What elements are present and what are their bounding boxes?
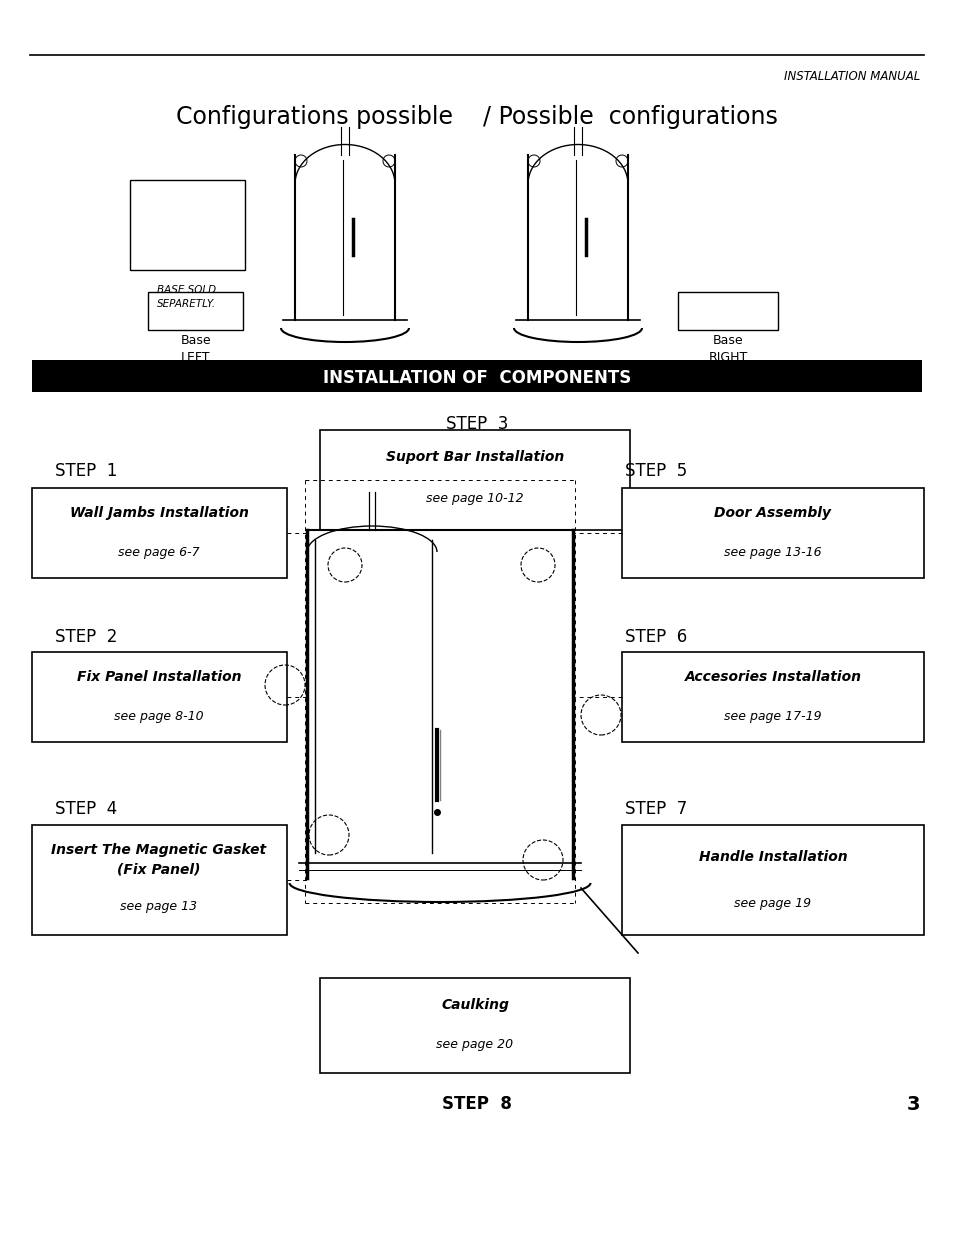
- Text: STEP  8: STEP 8: [441, 1095, 512, 1113]
- Text: STEP  1: STEP 1: [55, 462, 117, 480]
- FancyBboxPatch shape: [32, 652, 287, 742]
- Text: Door Assembly: Door Assembly: [714, 506, 831, 520]
- Text: STEP  4: STEP 4: [55, 800, 117, 818]
- FancyBboxPatch shape: [678, 291, 778, 330]
- Text: STEP  5: STEP 5: [624, 462, 686, 480]
- Text: see page 20: see page 20: [436, 1037, 513, 1051]
- FancyBboxPatch shape: [32, 488, 287, 578]
- FancyBboxPatch shape: [621, 652, 923, 742]
- FancyBboxPatch shape: [621, 488, 923, 578]
- Text: see page 13-16: see page 13-16: [723, 546, 821, 559]
- Text: Fix Panel Installation: Fix Panel Installation: [76, 671, 241, 684]
- FancyBboxPatch shape: [32, 825, 287, 935]
- Text: STEP  7: STEP 7: [624, 800, 686, 818]
- Text: Insert The Magnetic Gasket
(Fix Panel): Insert The Magnetic Gasket (Fix Panel): [51, 844, 266, 877]
- Text: Wall Jambs Installation: Wall Jambs Installation: [70, 506, 248, 520]
- FancyBboxPatch shape: [32, 359, 921, 391]
- FancyBboxPatch shape: [130, 180, 245, 270]
- Text: Configurations possible    / Possible  configurations: Configurations possible / Possible confi…: [176, 105, 777, 128]
- Text: STEP  3: STEP 3: [445, 415, 508, 433]
- Text: see page 13: see page 13: [120, 900, 197, 913]
- FancyBboxPatch shape: [148, 291, 243, 330]
- Text: Caulking: Caulking: [440, 998, 508, 1011]
- Text: Suport Bar Installation: Suport Bar Installation: [385, 450, 563, 464]
- FancyBboxPatch shape: [319, 978, 629, 1073]
- Text: see page 8-10: see page 8-10: [114, 710, 204, 722]
- Text: Base
LEFT: Base LEFT: [180, 333, 212, 364]
- FancyBboxPatch shape: [621, 825, 923, 935]
- Text: STEP  2: STEP 2: [55, 629, 117, 646]
- Text: see page 6-7: see page 6-7: [118, 546, 199, 559]
- Text: 3: 3: [905, 1095, 919, 1114]
- Text: BASE SOLD
SEPARETLY.: BASE SOLD SEPARETLY.: [157, 285, 216, 309]
- Text: INSTALLATION OF  COMPONENTS: INSTALLATION OF COMPONENTS: [322, 369, 631, 387]
- FancyBboxPatch shape: [319, 430, 629, 530]
- Text: see page 10-12: see page 10-12: [426, 492, 523, 505]
- Text: Accesories Installation: Accesories Installation: [684, 671, 861, 684]
- Text: Base
RIGHT: Base RIGHT: [708, 333, 747, 364]
- Text: Handle Installation: Handle Installation: [698, 850, 846, 864]
- Text: STEP  6: STEP 6: [624, 629, 686, 646]
- Text: see page 17-19: see page 17-19: [723, 710, 821, 722]
- Text: INSTALLATION MANUAL: INSTALLATION MANUAL: [783, 70, 919, 83]
- Text: see page 19: see page 19: [734, 897, 811, 910]
